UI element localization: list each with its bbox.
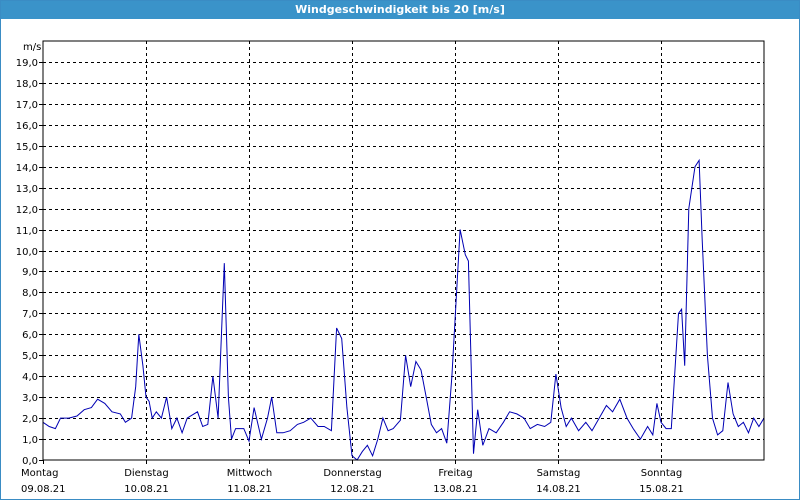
y-axis-ticks: 0,0 1,0 2,0 3,0 4,0 5,0 6,0 7,0 8,0 9,0 10,0 11,0 12… — [16, 58, 43, 467]
x-tick-day-label: Montag — [21, 468, 58, 479]
x-tick-date-label: 10.08.21 — [124, 484, 169, 495]
y-tick-label: 2,0 — [22, 414, 38, 425]
y-tick-label: 9,0 — [22, 267, 38, 278]
x-tick-day-label: Sonntag — [641, 468, 683, 479]
x-axis-ticks: Montag 09.08.21 Dienstag 10.08.21 Mittwoch 11… — [21, 460, 684, 495]
y-tick-label: 10,0 — [16, 247, 38, 258]
y-tick-label: 8,0 — [22, 288, 38, 299]
series-layer — [42, 158, 765, 461]
x-tick-day-label: Samstag — [537, 468, 581, 479]
window-title: Windgeschwindigkeit bis 20 [m/s] — [1, 1, 799, 19]
x-tick-day-label: Mittwoch — [227, 468, 272, 479]
x-tick-date-label: 15.08.21 — [639, 484, 684, 495]
y-tick-label: 12,0 — [16, 205, 38, 216]
y-tick-label: 11,0 — [16, 226, 38, 237]
x-tick-date-label: 12.08.21 — [330, 484, 375, 495]
y-tick-label: 4,0 — [22, 372, 38, 383]
x-tick-date-label: 09.08.21 — [21, 484, 66, 495]
x-tick-day-label: Freitag — [438, 468, 472, 479]
y-axis-unit-label: m/s — [23, 42, 41, 53]
y-tick-label: 14,0 — [16, 163, 38, 174]
y-tick-label: 18,0 — [16, 79, 38, 90]
x-tick-date-label: 14.08.21 — [536, 484, 581, 495]
y-tick-label: 7,0 — [22, 309, 38, 320]
y-tick-label: 0,0 — [22, 456, 38, 467]
y-tick-label: 13,0 — [16, 184, 38, 195]
y-tick-label: 19,0 — [16, 58, 38, 69]
x-tick-day-label: Dienstag — [124, 468, 169, 479]
y-tick-label: 15,0 — [16, 142, 38, 153]
x-tick-date-label: 11.08.21 — [227, 484, 272, 495]
y-tick-label: 17,0 — [16, 100, 38, 111]
y-tick-label: 1,0 — [22, 435, 38, 446]
y-tick-label: 16,0 — [16, 121, 38, 132]
wind-speed-line — [42, 158, 765, 461]
y-tick-label: 5,0 — [22, 351, 38, 362]
x-tick-date-label: 13.08.21 — [433, 484, 478, 495]
y-tick-label: 6,0 — [22, 330, 38, 341]
y-tick-label: 3,0 — [22, 393, 38, 404]
x-tick-day-label: Donnerstag — [323, 468, 381, 479]
grid — [43, 41, 764, 460]
plot-frame — [42, 40, 765, 461]
wind-speed-chart: m/s 0,0 1,0 2,0 3,0 4,0 5,0 6,0 7,0 8,0 9,0 10,0 11… — [16, 40, 765, 495]
